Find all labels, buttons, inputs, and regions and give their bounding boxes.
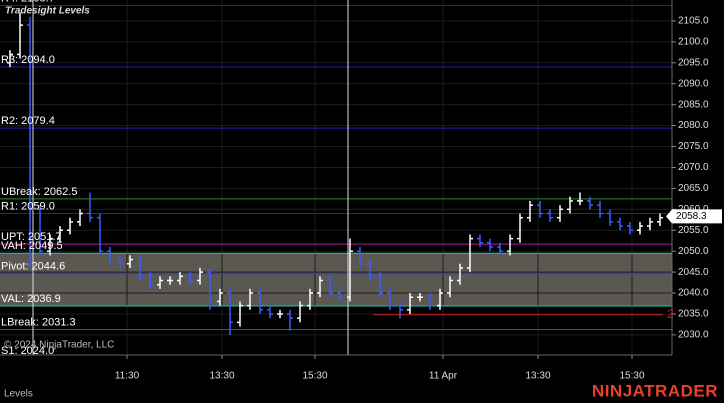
y-tick-label: 2095.0 (678, 57, 709, 68)
y-tick-label: 2105.0 (678, 16, 709, 27)
logo: NINJATRADER (592, 381, 718, 400)
price-pointer (666, 209, 722, 224)
level-label: VAL: 2036.9 (1, 293, 61, 305)
marker-label: 2 (667, 307, 674, 321)
x-tick-label: 15:30 (619, 371, 644, 382)
x-tick-label: 13:30 (209, 371, 234, 382)
level-label: R4: 2108.7 (1, 0, 55, 4)
y-tick-label: 2080.0 (678, 120, 709, 131)
y-tick-label: 2040.0 (678, 288, 709, 299)
level-label: LBreak: 2031.3 (1, 316, 76, 328)
x-tick-label: 11 Apr (429, 371, 458, 382)
level-label: R3: 2094.0 (1, 54, 55, 66)
level-label: Pivot: 2044.6 (1, 261, 65, 273)
y-tick-label: 2045.0 (678, 267, 709, 278)
y-tick-label: 2075.0 (678, 141, 709, 152)
chart-title: Tradesight Levels (5, 6, 90, 17)
level-label: R1: 2059.0 (1, 200, 55, 212)
plot-area (0, 0, 672, 355)
level-label: S1: 2024.0 (1, 345, 54, 357)
y-tick-label: 2030.0 (678, 330, 709, 341)
level-label: R2: 2079.4 (1, 115, 55, 127)
level-label: UPT: 2051.7 (1, 231, 62, 243)
last-price-label: 2058.3 (676, 211, 707, 222)
copyright: © 2024 NinjaTrader, LLC (4, 340, 114, 351)
panel-label: Levels (4, 389, 33, 400)
y-tick-label: 2065.0 (678, 183, 709, 194)
y-tick-label: 2100.0 (678, 37, 709, 48)
x-tick-label: 11:30 (115, 371, 140, 382)
x-tick-label: 15:30 (302, 371, 327, 382)
y-tick-label: 2085.0 (678, 99, 709, 110)
level-label: UBreak: 2062.5 (1, 186, 77, 198)
y-tick-label: 2070.0 (678, 162, 709, 173)
level-label: VAH: 2049.5 (1, 240, 63, 252)
y-tick-label: 2055.0 (678, 225, 709, 236)
y-tick-label: 2090.0 (678, 78, 709, 89)
y-tick-label: 2035.0 (678, 309, 709, 320)
x-tick-label: 13:30 (525, 371, 550, 382)
y-tick-label: 2050.0 (678, 246, 709, 257)
value-area (0, 253, 672, 307)
